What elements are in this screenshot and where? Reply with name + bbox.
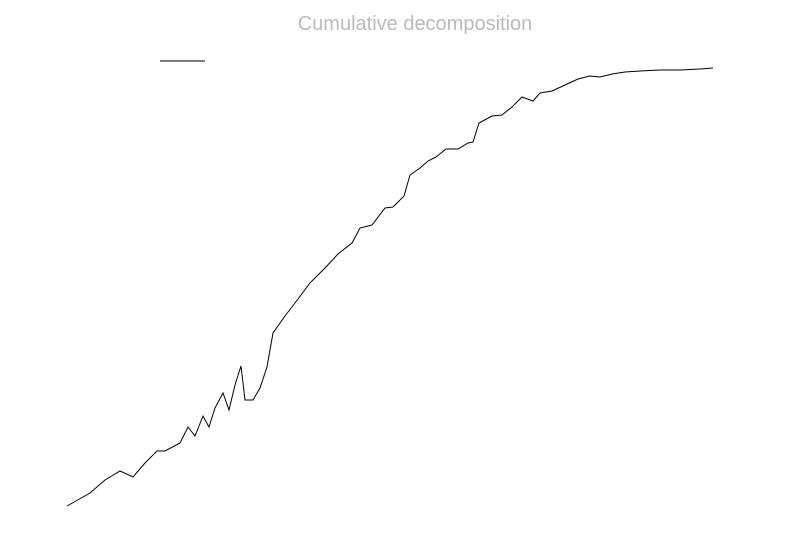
chart-title: Cumulative decomposition (298, 13, 533, 35)
data-line (66, 67, 714, 507)
